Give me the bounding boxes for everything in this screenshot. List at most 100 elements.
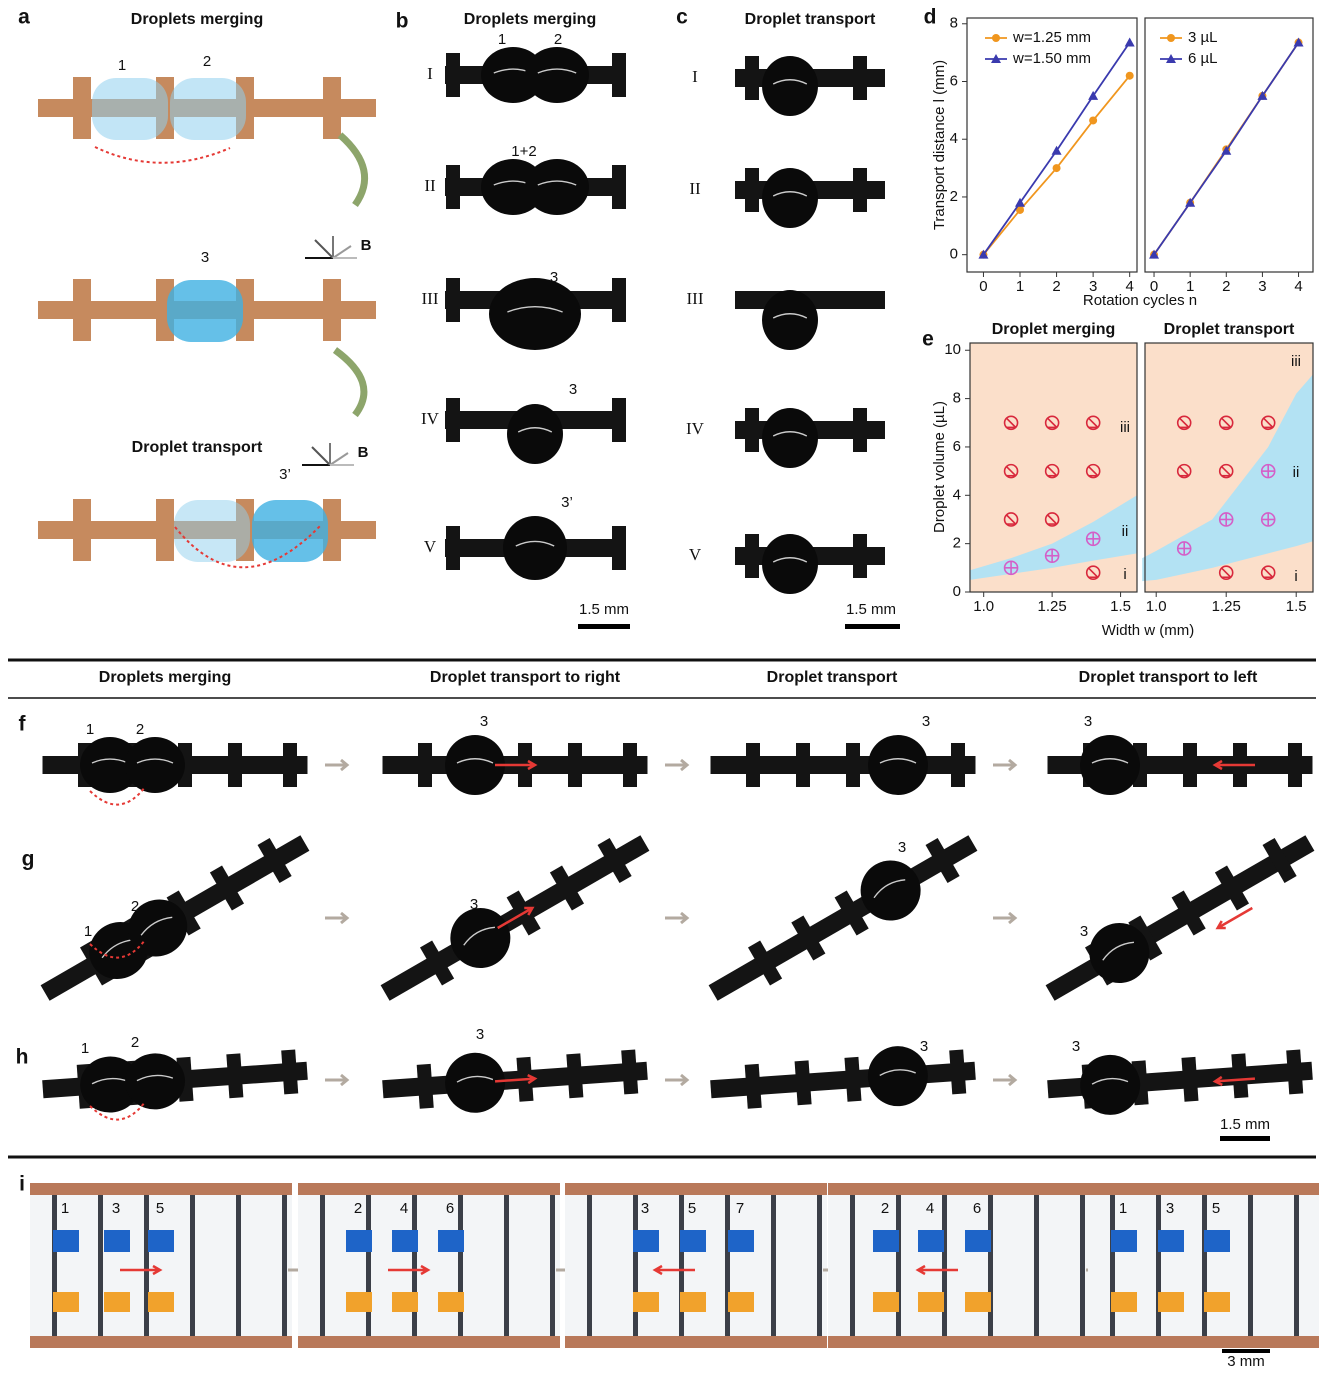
rod xyxy=(850,1195,855,1336)
panel-label: h xyxy=(16,1046,29,1069)
panel-subtitle: Droplet transport xyxy=(132,439,263,456)
step-arrow xyxy=(325,913,347,923)
droplet xyxy=(525,47,589,103)
fiber-rib xyxy=(418,743,432,787)
row-label: III xyxy=(687,289,704,308)
row-label: III xyxy=(422,289,439,308)
scale-label: 3 mm xyxy=(1227,1353,1265,1370)
fiber-rib xyxy=(1231,1053,1248,1098)
droplet-label: 1 xyxy=(498,31,506,48)
orange-droplet xyxy=(53,1292,79,1312)
photo-fiber xyxy=(445,516,626,580)
blue-droplet xyxy=(148,1230,174,1252)
fiber-rib xyxy=(612,53,626,97)
electrode xyxy=(30,1183,292,1195)
rod xyxy=(320,1195,325,1336)
photo-fiber xyxy=(445,47,626,103)
marker xyxy=(1087,532,1100,545)
fiber-rib xyxy=(612,398,626,442)
fiber-rib xyxy=(846,743,860,787)
rod-label: 1 xyxy=(61,1200,69,1217)
orange-droplet xyxy=(1204,1292,1230,1312)
droplet-label: 3 xyxy=(920,1038,928,1055)
fiber-rib xyxy=(283,743,297,787)
blue-droplet xyxy=(918,1230,944,1252)
electrode xyxy=(298,1183,560,1195)
y-tick-label: 2 xyxy=(950,188,958,205)
rod xyxy=(725,1195,730,1336)
x-tick-label: 4 xyxy=(1294,278,1302,295)
rod xyxy=(550,1195,555,1336)
fiber-rib xyxy=(446,526,460,570)
orange-droplet xyxy=(346,1292,372,1312)
rod-label: 5 xyxy=(1212,1200,1220,1217)
photo-fiber xyxy=(735,408,885,468)
legend-label: 3 µL xyxy=(1188,29,1218,46)
column-header: Droplet transport xyxy=(767,669,898,686)
droplet xyxy=(170,78,246,140)
row-label: V xyxy=(689,545,702,564)
region-label: iii xyxy=(1120,419,1130,436)
droplet-label: 3 xyxy=(550,269,558,286)
fiber-rib xyxy=(853,534,867,578)
x-tick-label: 0 xyxy=(1150,278,1158,295)
rod xyxy=(1080,1195,1085,1336)
orange-droplet xyxy=(633,1292,659,1312)
photo-fiber xyxy=(445,398,626,464)
legend-label: w=1.25 mm xyxy=(1012,29,1091,46)
y-tick-label: 6 xyxy=(953,438,961,455)
fiber-rib xyxy=(1286,1050,1303,1095)
droplet-label: 1+2 xyxy=(511,143,536,160)
row-label: I xyxy=(692,67,698,86)
droplet xyxy=(525,159,589,215)
x-axis-label: Width w (mm) xyxy=(1102,622,1195,639)
droplet-label: 3 xyxy=(470,896,478,913)
marker xyxy=(1167,34,1175,42)
photo-fiber xyxy=(43,737,308,793)
droplet-label: 3 xyxy=(201,249,209,266)
scale-label: 1.5 mm xyxy=(579,601,629,618)
rod xyxy=(633,1195,638,1336)
y-tick-label: 2 xyxy=(953,535,961,552)
droplet-label: 3 xyxy=(480,713,488,730)
region-label: ii xyxy=(1122,523,1129,540)
blue-droplet xyxy=(104,1230,130,1252)
droplet-label: 2 xyxy=(131,898,139,915)
x-tick-label: 3 xyxy=(1258,278,1266,295)
droplet-label: 3 xyxy=(922,713,930,730)
droplet-label: 3 xyxy=(1084,713,1092,730)
marker xyxy=(1262,513,1275,526)
x-axis-label: Rotation cycles n xyxy=(1083,292,1197,309)
photo-fiber xyxy=(711,735,976,795)
orange-droplet xyxy=(873,1292,899,1312)
droplet xyxy=(1078,912,1160,994)
orange-droplet xyxy=(1111,1292,1137,1312)
panel-label: d xyxy=(924,6,937,29)
blue-droplet xyxy=(346,1230,372,1252)
electrode xyxy=(828,1336,1090,1348)
step-arrow xyxy=(993,913,1015,923)
scale-label: 1.5 mm xyxy=(846,601,896,618)
field-label: B xyxy=(361,237,372,254)
fiber-rib xyxy=(417,1064,434,1109)
row-label: IV xyxy=(686,419,705,438)
droplet-label: 2 xyxy=(131,1034,139,1051)
rod-label: 2 xyxy=(354,1200,362,1217)
fiber-rib xyxy=(853,168,867,212)
blue-droplet xyxy=(873,1230,899,1252)
rod-label: 6 xyxy=(973,1200,981,1217)
rod-label: 4 xyxy=(400,1200,408,1217)
x-tick-label: 2 xyxy=(1052,278,1060,295)
x-tick-label: 1 xyxy=(1016,278,1024,295)
orange-droplet xyxy=(680,1292,706,1312)
fiber-rib xyxy=(1181,1057,1198,1102)
marker xyxy=(1178,542,1191,555)
electrode xyxy=(30,1336,292,1348)
droplet xyxy=(1080,735,1140,795)
row-label: II xyxy=(689,179,701,198)
fiber-rib xyxy=(73,499,91,561)
droplet xyxy=(762,408,818,468)
column-header: Droplets merging xyxy=(99,669,231,686)
panel-label: g xyxy=(22,848,35,871)
fiber-rib xyxy=(446,53,460,97)
